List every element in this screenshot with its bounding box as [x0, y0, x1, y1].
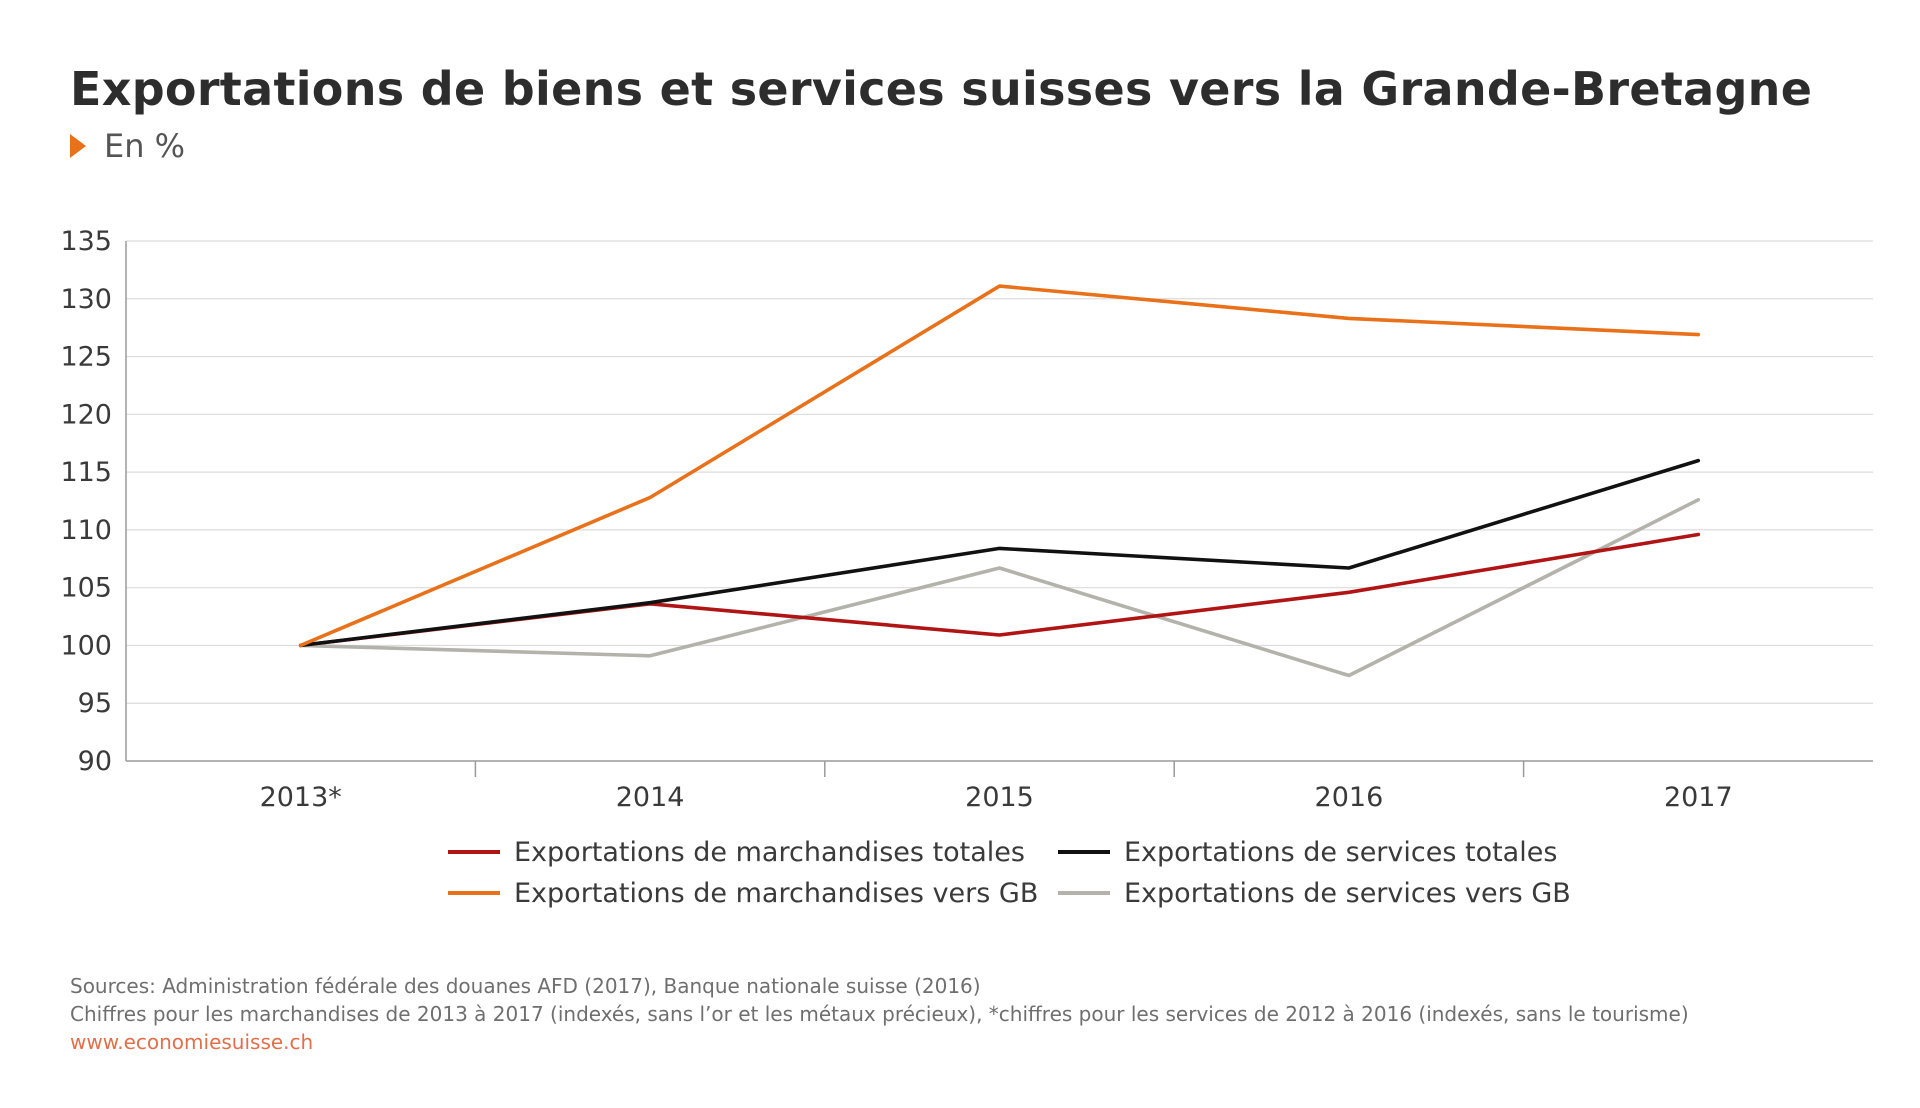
footer-note: Chiffres pour les marchandises de 2013 à… [70, 1002, 1689, 1026]
legend-item-services-totales: Exportations de services totales [1058, 836, 1557, 868]
series-lines [298, 284, 1701, 678]
x-tick-label: 2015 [965, 782, 1034, 813]
legend: Exportations de marchandises totales Exp… [448, 836, 1571, 909]
legend-swatch [1058, 850, 1110, 854]
footer: Sources: Administration fédérale des dou… [70, 972, 1689, 1056]
y-tick-label: 110 [60, 515, 112, 546]
legend-swatch [448, 891, 500, 895]
footer-url: www.economiesuisse.ch [70, 1030, 314, 1054]
y-tick-label: 120 [60, 399, 112, 430]
series-line [298, 532, 1701, 648]
legend-label: Exportations de services totales [1124, 836, 1558, 868]
legend-item-marchandises-totales: Exportations de marchandises totales [448, 836, 1058, 868]
gridlines [126, 240, 1873, 704]
x-tick-label: 2016 [1315, 782, 1384, 813]
y-tick-label: 115 [60, 457, 112, 488]
y-tick-label: 100 [60, 630, 112, 661]
y-tick-label: 105 [60, 573, 112, 604]
y-tick-label: 130 [60, 284, 112, 315]
y-tick-label: 135 [60, 226, 112, 257]
y-tick-label: 90 [78, 746, 112, 777]
subtitle-text: En % [104, 127, 186, 165]
chart-title: Exportations de biens et services suisse… [70, 62, 1813, 116]
y-tick-label: 125 [60, 342, 112, 373]
series-line [298, 497, 1701, 678]
legend-label: Exportations de services vers GB [1124, 877, 1571, 909]
legend-label: Exportations de marchandises totales [514, 836, 1025, 868]
triangle-bullet-icon [70, 134, 86, 158]
axes: 90 95 100 105 110 115 120 125 130 135 2013* 2014 201… [60, 226, 1873, 813]
legend-swatch [448, 850, 500, 854]
x-tick-label: 2017 [1664, 782, 1733, 813]
x-tick-label: 2014 [616, 782, 685, 813]
x-tick-label: 2013* [260, 782, 342, 813]
footer-sources: Sources: Administration fédérale des dou… [70, 974, 981, 998]
series-line [298, 458, 1701, 648]
y-tick-label: 95 [78, 688, 112, 719]
legend-swatch [1058, 891, 1110, 895]
series-line [298, 284, 1701, 648]
legend-label: Exportations de marchandises vers GB [514, 877, 1039, 909]
chart-subtitle: En % [70, 127, 185, 165]
legend-item-services-gb: Exportations de services vers GB [1058, 877, 1571, 909]
legend-item-marchandises-gb: Exportations de marchandises vers GB [448, 877, 1058, 909]
